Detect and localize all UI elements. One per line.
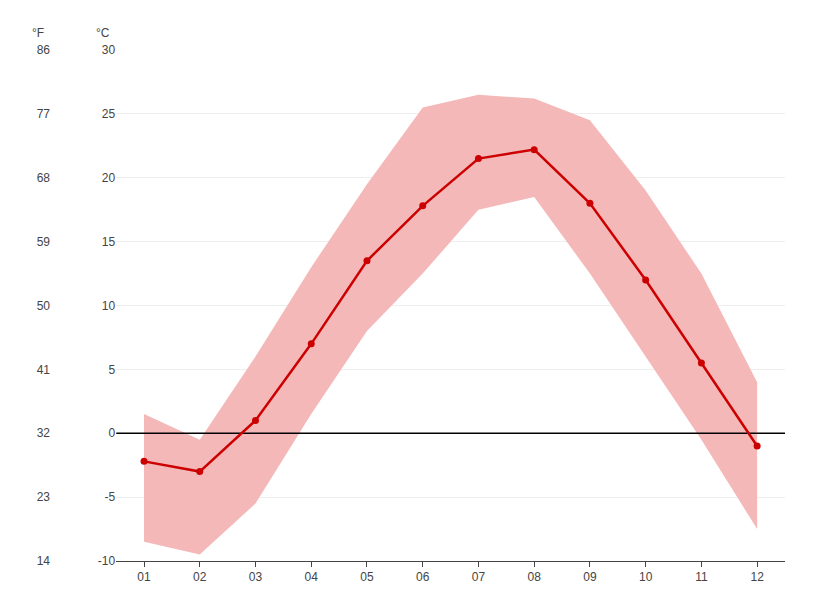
- svg-text:86: 86: [37, 43, 51, 57]
- svg-text:01: 01: [137, 570, 151, 584]
- svg-text:25: 25: [102, 107, 116, 121]
- svg-text:14: 14: [37, 554, 51, 568]
- svg-text:68: 68: [37, 171, 51, 185]
- svg-text:59: 59: [37, 235, 51, 249]
- svg-text:02: 02: [193, 570, 207, 584]
- svg-text:04: 04: [305, 570, 319, 584]
- svg-text:5: 5: [108, 363, 115, 377]
- svg-text:20: 20: [102, 171, 116, 185]
- svg-text:°C: °C: [96, 26, 110, 40]
- svg-text:11: 11: [695, 570, 708, 584]
- svg-text:77: 77: [37, 107, 51, 121]
- svg-text:05: 05: [360, 570, 374, 584]
- svg-text:°F: °F: [32, 26, 44, 40]
- svg-text:12: 12: [750, 570, 764, 584]
- svg-text:10: 10: [639, 570, 653, 584]
- svg-text:32: 32: [37, 426, 51, 440]
- svg-text:23: 23: [37, 490, 51, 504]
- svg-text:09: 09: [583, 570, 597, 584]
- svg-text:0: 0: [108, 426, 115, 440]
- svg-text:03: 03: [249, 570, 263, 584]
- svg-text:50: 50: [37, 299, 51, 313]
- svg-text:-10: -10: [98, 554, 116, 568]
- svg-text:41: 41: [37, 363, 51, 377]
- svg-text:30: 30: [102, 43, 116, 57]
- svg-text:10: 10: [102, 299, 116, 313]
- svg-text:06: 06: [416, 570, 430, 584]
- svg-text:07: 07: [472, 570, 486, 584]
- svg-text:15: 15: [102, 235, 116, 249]
- svg-text:08: 08: [528, 570, 542, 584]
- svg-text:-5: -5: [104, 490, 115, 504]
